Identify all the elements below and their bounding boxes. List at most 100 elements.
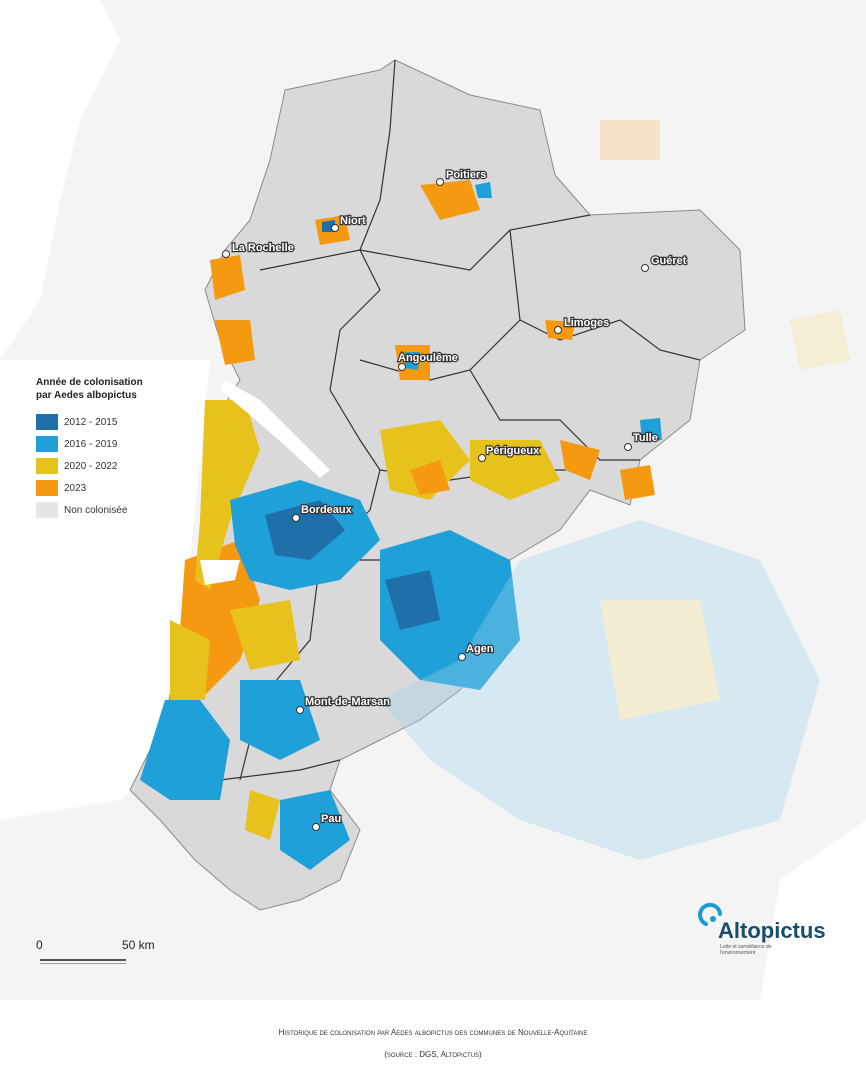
area-2023	[560, 440, 600, 480]
area-faded-2023	[600, 120, 660, 160]
city-bordeaux[interactable]: Bordeaux	[292, 503, 354, 522]
legend-item: 2023	[36, 478, 206, 498]
city-label: Poitiers	[446, 169, 486, 181]
caption-title: Historique de colonisation par Aedes alb…	[278, 1028, 588, 1037]
city-poitiers[interactable]: Poitiers	[436, 168, 488, 186]
gironde-estuary	[220, 380, 330, 478]
region-map[interactable]: Poitiers Niort La Rochelle Guéret Limoge…	[0, 0, 866, 1000]
legend-label: 2023	[64, 482, 87, 494]
legend-item: 2016 - 2019	[36, 434, 206, 454]
city-label: Pau	[321, 813, 341, 825]
city-label: Bordeaux	[301, 504, 353, 516]
city-label: Angoulême	[398, 352, 458, 364]
legend-swatch-2023	[36, 480, 58, 496]
legend-swatch-2016-2019	[36, 436, 58, 452]
map-caption: Historique de colonisation par Aedes alb…	[0, 1022, 866, 1066]
altopictus-logo: Altopictus Lutte et surveillance de l'en…	[698, 900, 838, 960]
caption-source: (source : DGS, Altopictus)	[384, 1050, 482, 1059]
city-mont-de-marsan[interactable]: Mont-de-Marsan	[296, 695, 391, 714]
area-2016-2019	[140, 700, 230, 800]
outside-region-patches	[380, 120, 850, 860]
cities-layer: Poitiers Niort La Rochelle Guéret Limoge…	[222, 168, 688, 831]
city-gueret[interactable]: Guéret	[641, 254, 688, 272]
department-border	[509, 229, 701, 361]
logo-name: Altopictus	[718, 918, 826, 943]
area-2023	[420, 180, 480, 220]
department-border	[239, 59, 396, 781]
city-niort[interactable]: Niort	[331, 214, 367, 232]
city-marker	[222, 250, 230, 258]
city-angouleme[interactable]: Angoulême	[397, 351, 459, 371]
legend-label: 2012 - 2015	[64, 416, 118, 428]
legend-swatch-2020-2022	[36, 458, 58, 474]
area-faded-2016-2019	[380, 520, 820, 860]
area-2016-2019	[240, 680, 320, 760]
scale-end-label: 50 km	[122, 938, 155, 952]
area-2023	[410, 460, 450, 495]
atlantic-ocean	[0, 360, 210, 820]
legend-item: 2020 - 2022	[36, 456, 206, 476]
city-label: La Rochelle	[232, 242, 294, 254]
city-la-rochelle[interactable]: La Rochelle	[222, 241, 295, 258]
area-2020-2022	[230, 600, 300, 670]
city-marker	[331, 224, 339, 232]
colonised-areas	[140, 180, 662, 870]
area-2012-2015	[385, 570, 440, 630]
legend: Année de colonisation par Aedes albopict…	[36, 376, 206, 522]
area-2020-2022	[170, 620, 210, 700]
city-limoges[interactable]: Limoges	[554, 316, 610, 334]
area-2020-2022	[380, 420, 470, 500]
mediterranean-sea	[760, 820, 866, 1000]
area-2016-2019	[380, 530, 520, 690]
city-label: Tulle	[633, 432, 658, 444]
city-marker	[478, 454, 486, 462]
city-marker	[398, 363, 406, 371]
legend-label: Non colonisée	[64, 504, 128, 516]
logo-tagline: Lutte et surveillance de l'environnement	[720, 944, 772, 956]
area-2023	[215, 320, 255, 365]
area-faded-2020-2022	[600, 600, 720, 720]
legend-title-line1: Année de colonisation	[36, 377, 143, 388]
legend-label: 2020 - 2022	[64, 460, 118, 472]
city-marker	[312, 823, 320, 831]
city-marker	[554, 326, 562, 334]
city-marker	[624, 443, 632, 451]
city-marker	[436, 178, 444, 186]
area-2016-2019	[405, 352, 420, 370]
area-2020-2022	[470, 440, 560, 500]
department-border	[359, 319, 521, 381]
scale-zero-label: 0	[36, 938, 43, 952]
area-2016-2019	[475, 182, 492, 198]
scale-line-secondary	[40, 963, 126, 964]
department-border	[259, 214, 591, 271]
area-2020-2022	[245, 790, 280, 840]
legend-swatch-non-colonisee	[36, 502, 58, 518]
department-border	[469, 369, 640, 461]
legend-swatch-2012-2015	[36, 414, 58, 430]
city-tulle[interactable]: Tulle	[624, 431, 659, 451]
city-marker	[296, 706, 304, 714]
altopictus-logo-icon	[698, 902, 722, 926]
sea-north	[0, 0, 120, 360]
city-label: Agen	[466, 643, 494, 655]
legend-item: 2012 - 2015	[36, 412, 206, 432]
city-pau[interactable]: Pau	[312, 812, 342, 831]
city-label: Guéret	[651, 255, 687, 267]
city-label: Mont-de-Marsan	[305, 696, 390, 708]
legend-item: Non colonisée	[36, 500, 206, 520]
arcachon-basin	[200, 560, 240, 585]
city-label: Périgueux	[486, 445, 540, 457]
city-marker	[292, 514, 300, 522]
area-2023	[210, 255, 245, 300]
city-label: Limoges	[564, 317, 609, 329]
area-2016-2019	[640, 418, 662, 442]
area-2023	[620, 465, 655, 500]
legend-title-line2: par Aedes albopictus	[36, 390, 137, 401]
city-agen[interactable]: Agen	[458, 642, 495, 661]
legend-title: Année de colonisation par Aedes albopict…	[36, 376, 206, 402]
city-perigueux[interactable]: Périgueux	[478, 444, 541, 462]
city-marker	[458, 653, 466, 661]
legend-label: 2016 - 2019	[64, 438, 118, 450]
area-faded-2020-2022	[790, 310, 850, 370]
map-frame: Poitiers Niort La Rochelle Guéret Limoge…	[0, 0, 866, 1000]
